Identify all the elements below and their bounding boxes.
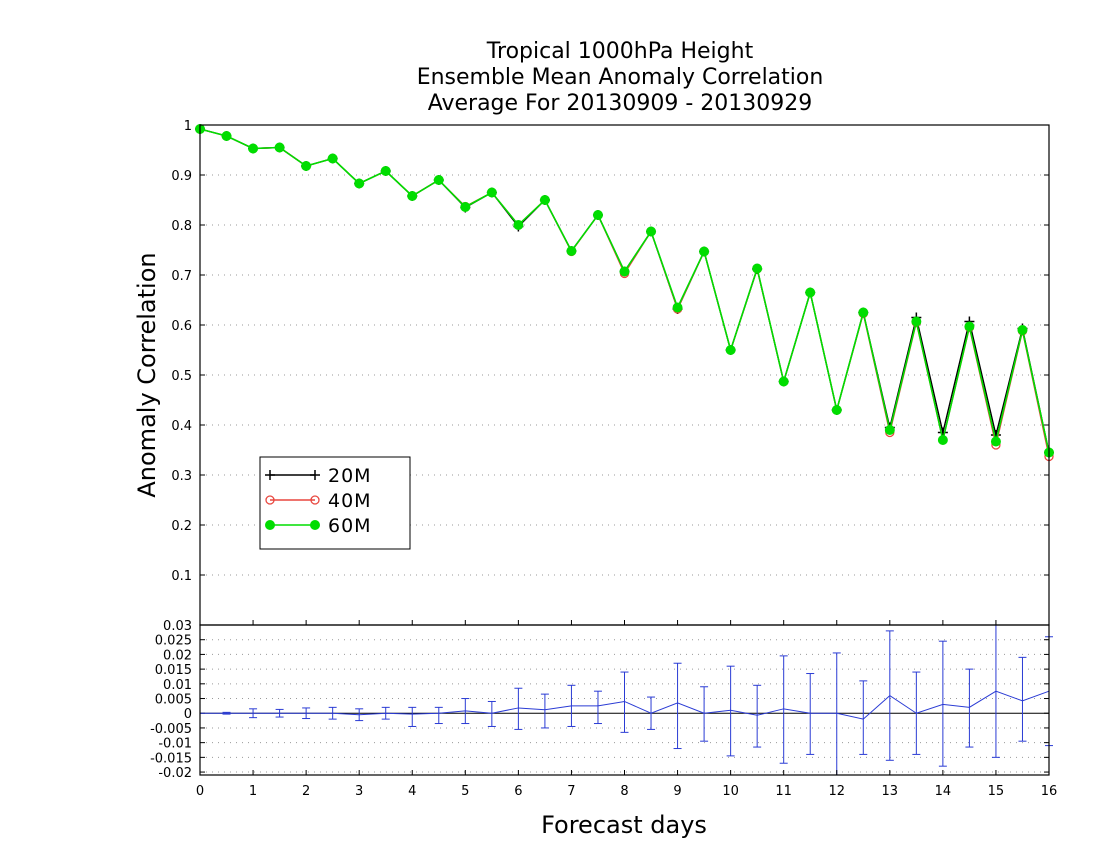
x-tick-label: 5 [461, 784, 469, 799]
y-tick-label: 0.3 [171, 469, 192, 484]
series-60M [195, 124, 1054, 458]
filled-circle-marker [539, 195, 550, 205]
x-tick-label: 2 [302, 784, 310, 799]
filled-circle-marker [911, 316, 922, 327]
y-tick-label: 0.2 [171, 519, 192, 534]
filled-circle-marker [354, 178, 365, 189]
filled-circle-marker [778, 376, 789, 387]
x-tick-label: 3 [355, 784, 363, 799]
open-circle-marker [310, 495, 320, 505]
series-line [199, 128, 1050, 453]
filled-circle-marker [858, 307, 869, 318]
x-tick-label: 14 [935, 784, 952, 799]
y-tick-label: 0.7 [171, 269, 192, 284]
grid-lines [200, 124, 1049, 576]
y-tick-label: 0.9 [171, 169, 192, 184]
filled-circle-marker [725, 345, 736, 355]
diff-y-tick-label: 0.03 [163, 619, 192, 634]
x-axis-label: Forecast days [541, 811, 707, 839]
diff-y-tick-label: 0.01 [163, 678, 192, 693]
x-tick-label: 7 [567, 784, 575, 799]
y-tick-label: 0.4 [171, 419, 192, 434]
filled-circle-marker [327, 153, 338, 164]
chart-title-line-1: Tropical 1000hPa Height [486, 39, 754, 64]
x-tick-label: 15 [988, 784, 1005, 799]
filled-circle-marker [221, 131, 232, 141]
x-tick-label: 10 [722, 784, 739, 799]
filled-circle-marker [265, 520, 275, 530]
filled-circle-marker [433, 175, 444, 185]
filled-circle-marker [513, 220, 524, 230]
chart-title-line-3: Average For 20130909 - 20130929 [428, 91, 813, 116]
filled-circle-marker [672, 302, 683, 313]
open-circle-marker [265, 495, 275, 505]
x-tick-label: 8 [620, 784, 628, 799]
filled-circle-marker [964, 321, 975, 332]
x-tick-label: 13 [882, 784, 899, 799]
difference-mean-line [200, 690, 1050, 720]
tick-labels: 0.10.20.30.40.50.60.70.80.91-0.02-0.015-… [150, 119, 1057, 799]
series-20M [195, 124, 1054, 458]
diff-y-tick-label: 0.015 [155, 663, 192, 678]
filled-circle-marker [884, 425, 895, 435]
filled-circle-marker [752, 263, 763, 274]
legend-label: 20M [328, 465, 372, 487]
series-line [199, 128, 1050, 457]
x-tick-label: 1 [249, 784, 257, 799]
diff-y-tick-label: 0.005 [155, 693, 192, 708]
filled-circle-marker [592, 210, 603, 220]
legend: 20M 40M 60M [259, 456, 411, 550]
x-tick-label: 9 [673, 784, 681, 799]
diff-y-tick-label: -0.005 [150, 722, 192, 737]
filled-circle-marker [310, 520, 320, 530]
filled-circle-marker [274, 142, 285, 153]
diff-y-tick-label: -0.01 [158, 737, 192, 752]
legend-label: 40M [328, 490, 372, 512]
diff-y-tick-label: -0.02 [158, 766, 192, 781]
x-tick-label: 6 [514, 784, 522, 799]
main-plot-frame [199, 124, 1050, 626]
difference-plot-frame [199, 624, 1050, 776]
series-line [199, 128, 1050, 453]
filled-circle-marker [990, 436, 1001, 447]
y-tick-label: 0.1 [171, 569, 192, 584]
series-lines [195, 124, 1054, 462]
filled-circle-marker [805, 287, 816, 298]
filled-circle-marker [407, 191, 418, 201]
chart-title-group: Tropical 1000hPa Height Ensemble Mean An… [417, 39, 824, 116]
filled-circle-marker [380, 166, 391, 176]
filled-circle-marker [460, 202, 471, 212]
filled-circle-marker [937, 435, 948, 445]
diff-y-tick-label: -0.015 [150, 751, 192, 766]
y-tick-label: 0.6 [171, 319, 192, 334]
difference-series [200, 624, 1053, 776]
diff-y-tick-label: 0 [184, 707, 192, 722]
legend-label: 60M [328, 515, 372, 537]
filled-circle-marker [566, 246, 577, 256]
series-40M [195, 124, 1054, 462]
filled-circle-marker [646, 226, 657, 237]
filled-circle-marker [301, 161, 312, 171]
y-tick-label: 0.5 [171, 369, 192, 384]
diff-y-tick-label: 0.025 [155, 634, 192, 649]
plot-frames [199, 124, 1050, 776]
x-tick-label: 11 [775, 784, 792, 799]
filled-circle-marker [619, 266, 630, 277]
y-tick-label: 0.8 [171, 219, 192, 234]
filled-circle-marker [486, 187, 497, 198]
y-tick-label: 1 [184, 119, 192, 134]
filled-circle-marker [699, 246, 710, 257]
x-tick-label: 16 [1041, 784, 1058, 799]
filled-circle-marker [248, 143, 259, 154]
chart-title-line-2: Ensemble Mean Anomaly Correlation [417, 65, 824, 90]
x-tick-label: 4 [408, 784, 416, 799]
legend-box [259, 456, 411, 550]
diff-y-tick-label: 0.02 [163, 648, 192, 663]
filled-circle-marker [831, 405, 842, 415]
x-tick-label: 0 [196, 784, 204, 799]
y-axis-label: Anomaly Correlation [133, 252, 161, 497]
filled-circle-marker [1017, 325, 1028, 335]
x-tick-label: 12 [828, 784, 845, 799]
